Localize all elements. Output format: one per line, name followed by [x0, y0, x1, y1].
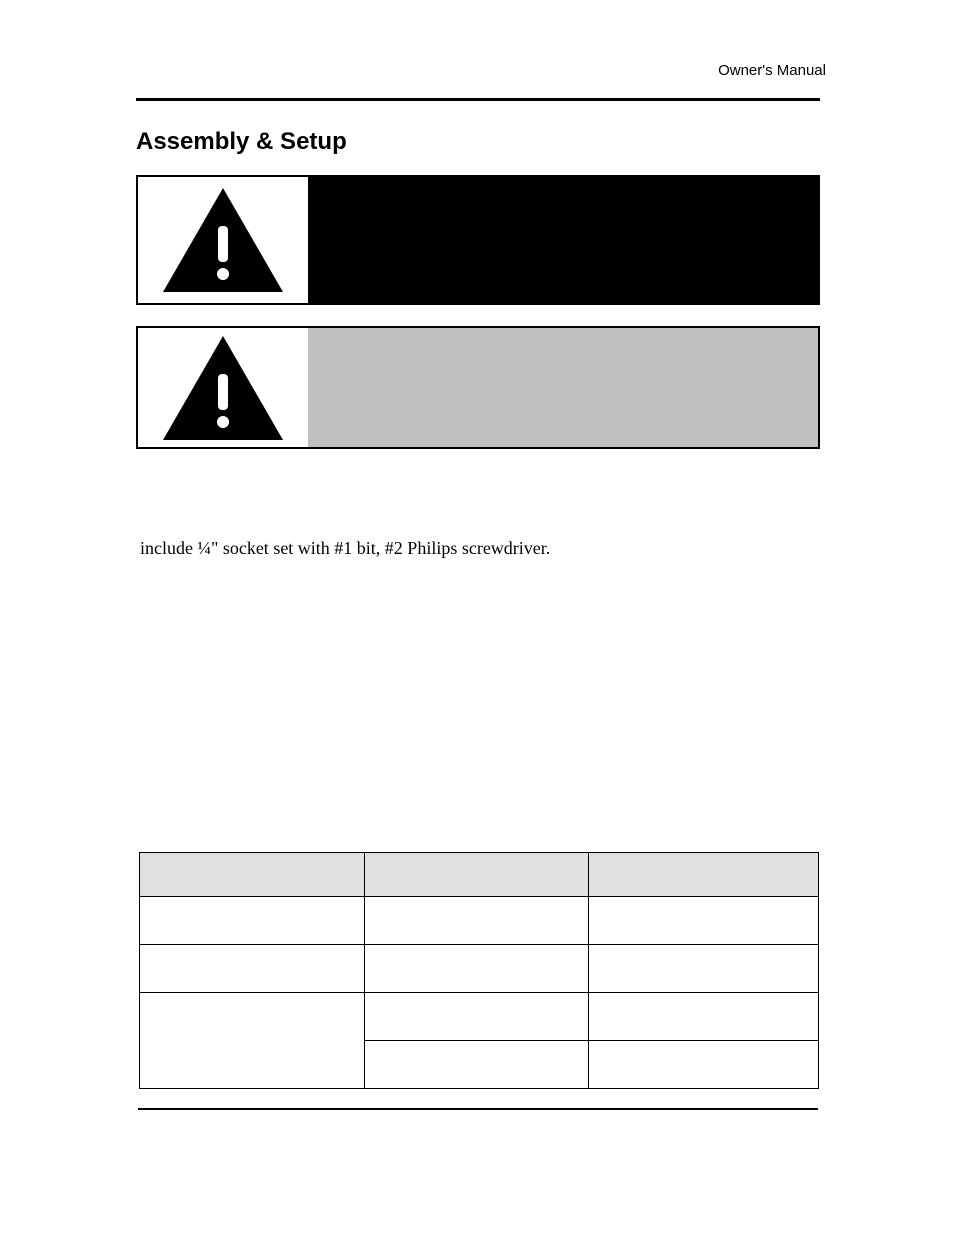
caution-box-2 [136, 326, 820, 449]
table-row [140, 945, 819, 993]
table-cell [364, 1041, 589, 1089]
table-cell [589, 897, 819, 945]
table-header-cell [364, 853, 589, 897]
caution-text-cell-2 [308, 328, 818, 447]
table-cell [364, 945, 589, 993]
section-title: Assembly & Setup [136, 128, 347, 156]
table-header-cell [140, 853, 365, 897]
warning-icon-cell-1 [138, 177, 308, 303]
parts-table [139, 852, 819, 1089]
table-row [140, 993, 819, 1041]
table-cell [589, 945, 819, 993]
top-horizontal-rule [136, 98, 820, 101]
table-cell [364, 897, 589, 945]
table-cell [140, 897, 365, 945]
page: Owner's Manual Assembly & Setup include … [0, 0, 954, 1235]
table-cell [589, 993, 819, 1041]
warning-triangle-icon [163, 336, 283, 440]
caution-icon-cell-2 [138, 328, 308, 447]
table-header-cell [589, 853, 819, 897]
header-owners-manual: Owner's Manual [718, 62, 826, 79]
bottom-horizontal-rule [138, 1108, 818, 1110]
table-row [140, 897, 819, 945]
warning-triangle-icon [163, 188, 283, 292]
table-cell [364, 993, 589, 1041]
body-text-line-1: include ¼" socket set with #1 bit, #2 Ph… [140, 538, 550, 559]
table-header-row [140, 853, 819, 897]
warning-text-cell-1 [308, 177, 818, 303]
table-cell-rowspan [140, 993, 365, 1089]
warning-box-1 [136, 175, 820, 305]
table-cell [140, 945, 365, 993]
table-cell [589, 1041, 819, 1089]
